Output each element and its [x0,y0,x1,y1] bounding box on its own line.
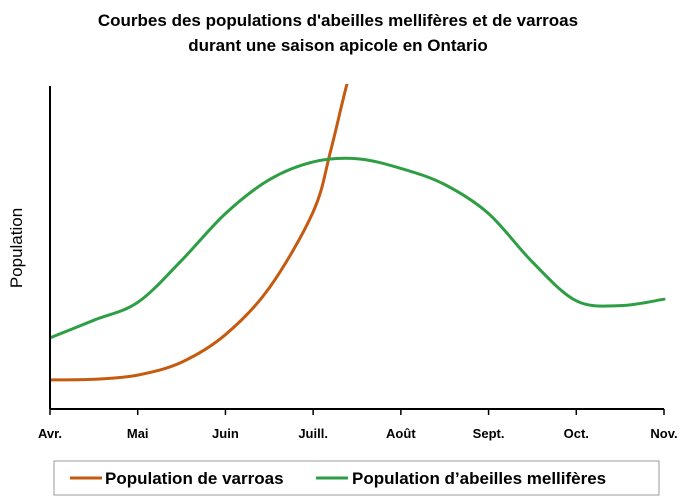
x-tick-label: Avr. [38,426,62,441]
chart-title: Courbes des populations d'abeilles melli… [98,11,578,55]
chart-title-line-2: durant une saison apicole en Ontario [188,36,487,55]
y-axis-label: Population [7,208,26,288]
x-tick-label: Juin [212,426,239,441]
x-axis-ticks: Avr. Mai Juin Juill. Août Sept. Oct. Nov. [38,409,678,441]
x-tick-label: Nov. [650,426,677,441]
x-tick-label: Mai [127,426,149,441]
legend-box [53,460,660,496]
chart-title-line-1: Courbes des populations d'abeilles melli… [98,11,578,30]
x-tick-label: Oct. [564,426,589,441]
legend: Population de varroas Population d’abeill… [53,460,660,496]
legend-label-1: Population de varroas [105,469,284,488]
x-tick-label: Sept. [473,426,505,441]
x-tick-label: Août [386,426,416,441]
x-tick-label: Juill. [298,426,328,441]
plot-area [50,84,666,382]
series-line-1 [50,84,349,382]
series-line-2 [50,156,666,340]
legend-label-2: Population d’abeilles mellifères [352,469,606,488]
